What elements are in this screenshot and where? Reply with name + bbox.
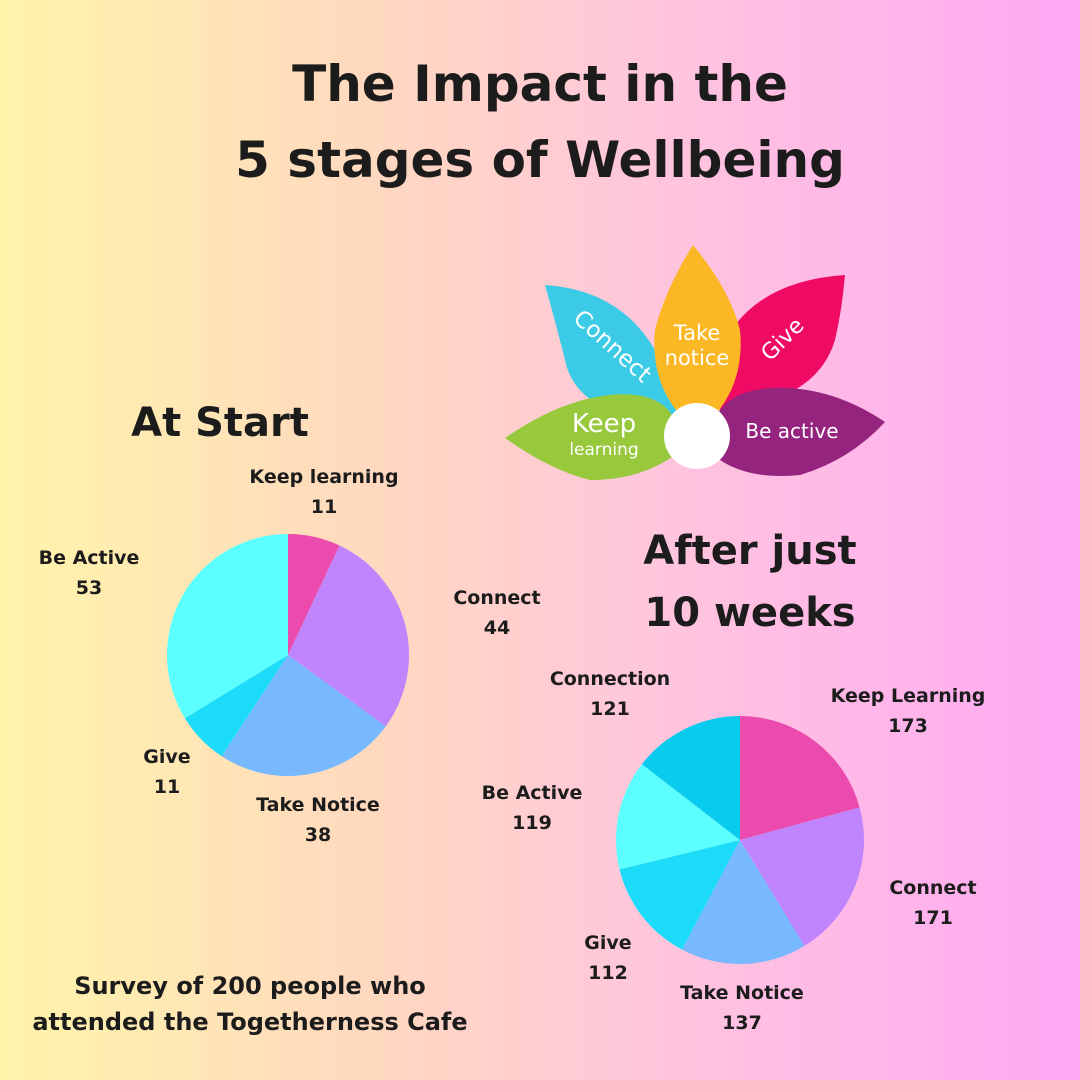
data-label-value: 171	[913, 907, 953, 929]
wellbeing-flower: Connect Take notice Give Keep learning B…	[505, 245, 885, 480]
data-label: Connection 121	[550, 664, 670, 724]
pie-slice-keep-learning	[288, 534, 340, 655]
survey-footnote: Survey of 200 people who attended the To…	[0, 968, 500, 1040]
pie-slice-be-active	[167, 534, 288, 719]
data-label: Connect 171	[889, 873, 976, 933]
data-label: Keep learning 11	[249, 462, 398, 522]
petal-connect	[545, 285, 680, 420]
page-title: The Impact in the 5 stages of Wellbeing	[0, 46, 1080, 198]
pie-slice-keep-learning	[740, 716, 860, 840]
data-label-category: Keep learning	[249, 466, 399, 488]
data-label-value: 11	[310, 496, 338, 518]
data-label-value: 11	[153, 776, 181, 798]
data-label-category: Take Notice	[256, 794, 380, 816]
data-label-category: Give	[143, 746, 191, 768]
petal-give	[720, 275, 845, 410]
chart2-title: After just 10 weeks	[600, 520, 900, 644]
pie-slice-connect	[740, 807, 865, 946]
petal-label-notice: notice	[665, 346, 730, 370]
pie-slice-give	[184, 655, 288, 757]
petal-be-active	[715, 387, 885, 476]
petal-label-keep: Keep	[572, 409, 636, 439]
footnote-line2: attended the Togetherness Cafe	[32, 1008, 468, 1036]
data-label: Be Active 53	[39, 543, 140, 603]
petal-keep-learning	[505, 394, 675, 480]
petal-label-take: Take	[673, 321, 721, 345]
pie-slice-take-notice	[682, 840, 805, 965]
chart2-title-line1: After just	[643, 528, 857, 574]
pie-slice-connection	[641, 716, 740, 840]
data-label: Give 11	[143, 742, 190, 802]
pie-slice-take-notice	[221, 655, 386, 776]
data-label-category: Connect	[889, 877, 977, 899]
flower-center	[664, 403, 730, 469]
data-label-category: Connect	[453, 587, 541, 609]
data-label: Take Notice 137	[680, 978, 804, 1038]
data-label-value: 121	[590, 698, 630, 720]
data-label-category: Give	[584, 932, 632, 954]
data-label: Be Active 119	[482, 778, 583, 838]
data-label-category: Be Active	[38, 547, 140, 569]
data-label-value: 53	[75, 577, 103, 599]
data-label-value: 44	[483, 617, 511, 639]
data-label: Give 112	[584, 928, 631, 988]
data-label-value: 119	[512, 812, 552, 834]
petal-take-notice	[654, 245, 741, 415]
pie-slice-connect	[288, 545, 409, 727]
title-line-2: 5 stages of Wellbeing	[235, 131, 845, 189]
data-label-category: Keep Learning	[830, 685, 986, 707]
data-label: Keep Learning 173	[831, 681, 986, 741]
chart2-title-line2: 10 weeks	[644, 590, 856, 636]
data-label-category: Be Active	[481, 782, 583, 804]
pie-slice-be-active	[616, 764, 740, 870]
footnote-line1: Survey of 200 people who	[74, 972, 426, 1000]
title-line-1: The Impact in the	[292, 55, 788, 113]
data-label-category: Connection	[549, 668, 671, 690]
data-label: Connect 44	[453, 583, 540, 643]
data-label-value: 112	[588, 962, 628, 984]
data-label-value: 173	[888, 715, 928, 737]
pie-slice-give	[619, 840, 740, 950]
data-label-value: 38	[304, 824, 332, 846]
petal-label-learning: learning	[569, 440, 638, 460]
data-label-category: Take Notice	[680, 982, 804, 1004]
petal-label-be-active: Be active	[745, 419, 838, 443]
chart1-title: At Start	[131, 400, 309, 446]
data-label: Take Notice 38	[256, 790, 380, 850]
data-label-value: 137	[722, 1012, 762, 1034]
